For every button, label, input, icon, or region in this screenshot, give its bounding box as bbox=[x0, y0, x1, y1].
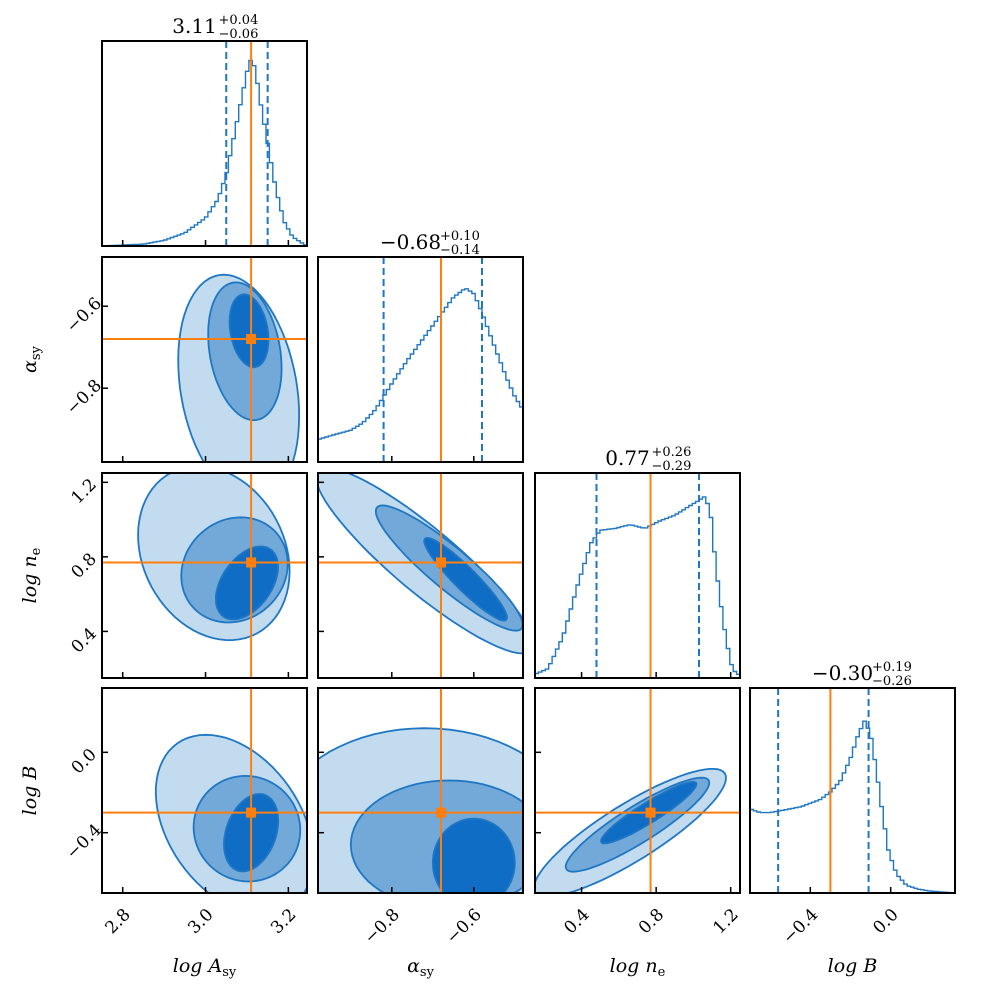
truth-marker bbox=[246, 557, 257, 568]
truth-marker bbox=[436, 557, 446, 568]
y-tick-label-alpha: −0.8 bbox=[63, 376, 106, 419]
y-tick-label-logne: 0.4 bbox=[68, 624, 101, 657]
x-tick-label-alpha: −0.6 bbox=[442, 905, 485, 948]
histogram-step bbox=[318, 288, 523, 440]
x-tick-label-logne: 1.2 bbox=[709, 905, 742, 938]
x-axis-label-logB: log B bbox=[828, 955, 878, 977]
title-plus-error: +0.19 bbox=[872, 660, 912, 675]
contour-inner bbox=[228, 293, 270, 369]
histogram-logA bbox=[102, 41, 307, 246]
histogram-title-logne: 0.77 bbox=[605, 446, 650, 470]
contour-inner bbox=[431, 817, 516, 893]
y-axis-label-logB: log B bbox=[19, 766, 41, 816]
histogram-logB bbox=[750, 688, 955, 893]
contour-panel-logA-logB bbox=[102, 688, 307, 893]
x-tick-label-logB: −0.4 bbox=[779, 905, 822, 948]
title-plus-error: +0.10 bbox=[440, 229, 480, 244]
panel-frame bbox=[317, 472, 524, 679]
title-minus-error: −0.06 bbox=[219, 27, 259, 42]
y-tick-label-logne: 0.8 bbox=[68, 549, 101, 582]
panel-frame bbox=[749, 687, 956, 894]
y-axis-label-alpha: αsy bbox=[19, 345, 44, 373]
histogram-step bbox=[535, 496, 740, 675]
histogram-step bbox=[102, 59, 307, 246]
x-tick-label-logA: 3.2 bbox=[267, 905, 300, 938]
panel-frame bbox=[317, 687, 524, 894]
contour-panel-logA-logne bbox=[102, 473, 307, 678]
truth-marker bbox=[246, 334, 257, 344]
x-tick-label-logA: 3.0 bbox=[184, 905, 217, 938]
title-plus-error: +0.26 bbox=[652, 445, 692, 460]
title-minus-error: −0.26 bbox=[872, 674, 912, 689]
x-tick-label-logB: 0.0 bbox=[869, 905, 902, 938]
title-minus-error: −0.29 bbox=[652, 459, 692, 474]
truth-marker bbox=[246, 807, 257, 818]
truth-marker bbox=[645, 807, 656, 818]
contour-panel-logA-alpha bbox=[102, 257, 307, 462]
histogram-alpha bbox=[318, 257, 523, 462]
panel-frame bbox=[101, 687, 308, 894]
x-tick-label-logne: 0.8 bbox=[635, 905, 668, 938]
y-tick-label-logne: 1.2 bbox=[68, 475, 101, 508]
contour-panel-alpha-logB bbox=[318, 688, 523, 893]
panel-frame bbox=[101, 472, 308, 679]
x-tick-label-alpha: −0.8 bbox=[360, 905, 403, 948]
contour-panel-alpha-logne bbox=[318, 473, 523, 678]
histogram-title-logB: −0.30 bbox=[812, 661, 873, 685]
histogram-step bbox=[750, 720, 955, 893]
contour-panel-logne-logB bbox=[535, 688, 740, 893]
panel-frame bbox=[534, 687, 741, 894]
panel-frame bbox=[101, 256, 308, 463]
x-axis-label-logne: log ne bbox=[610, 955, 666, 980]
title-plus-error: +0.04 bbox=[219, 13, 259, 28]
truth-marker bbox=[436, 807, 446, 818]
histogram-title-logA: 3.11 bbox=[172, 14, 217, 38]
panel-frame bbox=[101, 40, 308, 247]
panel-frame bbox=[317, 256, 524, 463]
x-tick-label-logne: 0.4 bbox=[560, 905, 593, 938]
y-axis-label-logne: log ne bbox=[19, 547, 44, 603]
x-axis-label-alpha: αsy bbox=[407, 955, 435, 980]
panel-frame bbox=[534, 472, 741, 679]
contour-inner bbox=[214, 545, 279, 621]
histogram-logne bbox=[535, 473, 740, 678]
histogram-title-alpha: −0.68 bbox=[380, 230, 441, 254]
title-minus-error: −0.14 bbox=[440, 243, 480, 258]
y-tick-label-alpha: −0.6 bbox=[63, 294, 106, 337]
y-tick-label-logB: 0.0 bbox=[68, 745, 101, 778]
y-tick-label-logB: −0.4 bbox=[63, 820, 106, 863]
x-axis-label-logA: log Asy bbox=[173, 955, 237, 980]
x-tick-label-logA: 2.8 bbox=[101, 905, 134, 938]
